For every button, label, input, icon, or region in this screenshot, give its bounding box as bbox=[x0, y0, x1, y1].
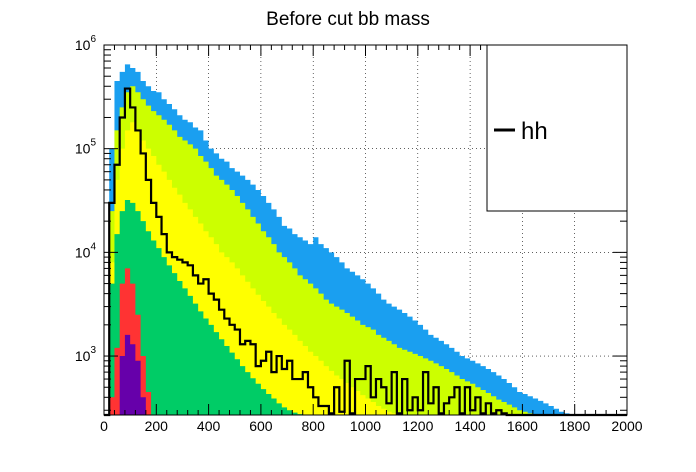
x-tick-label: 400 bbox=[197, 418, 221, 434]
x-tick-label: 2000 bbox=[611, 418, 642, 434]
x-tick-label: 200 bbox=[145, 418, 169, 434]
x-tick-label: 1600 bbox=[507, 418, 538, 434]
x-tick-label: 1000 bbox=[350, 418, 381, 434]
y-tick-label: 103 bbox=[75, 345, 97, 364]
legend-label: hh bbox=[521, 118, 548, 145]
x-tick-label: 1200 bbox=[402, 418, 433, 434]
x-tick-label: 1400 bbox=[455, 418, 486, 434]
chart-title: Before cut bb mass bbox=[266, 9, 430, 30]
x-tick-label: 800 bbox=[302, 418, 326, 434]
hh-series bbox=[104, 87, 627, 417]
y-tick-label: 104 bbox=[75, 241, 97, 260]
x-tick-label: 0 bbox=[100, 418, 108, 434]
legend: hh bbox=[486, 44, 628, 212]
histogram-series-4 bbox=[104, 199, 627, 415]
y-tick-label: 106 bbox=[75, 34, 97, 53]
x-tick-label: 600 bbox=[249, 418, 273, 434]
x-tick-label: 1800 bbox=[559, 418, 590, 434]
legend-box bbox=[486, 44, 628, 212]
y-tick-label: 105 bbox=[75, 138, 97, 157]
hh-line bbox=[104, 87, 627, 417]
histogram-series-3 bbox=[104, 122, 627, 415]
